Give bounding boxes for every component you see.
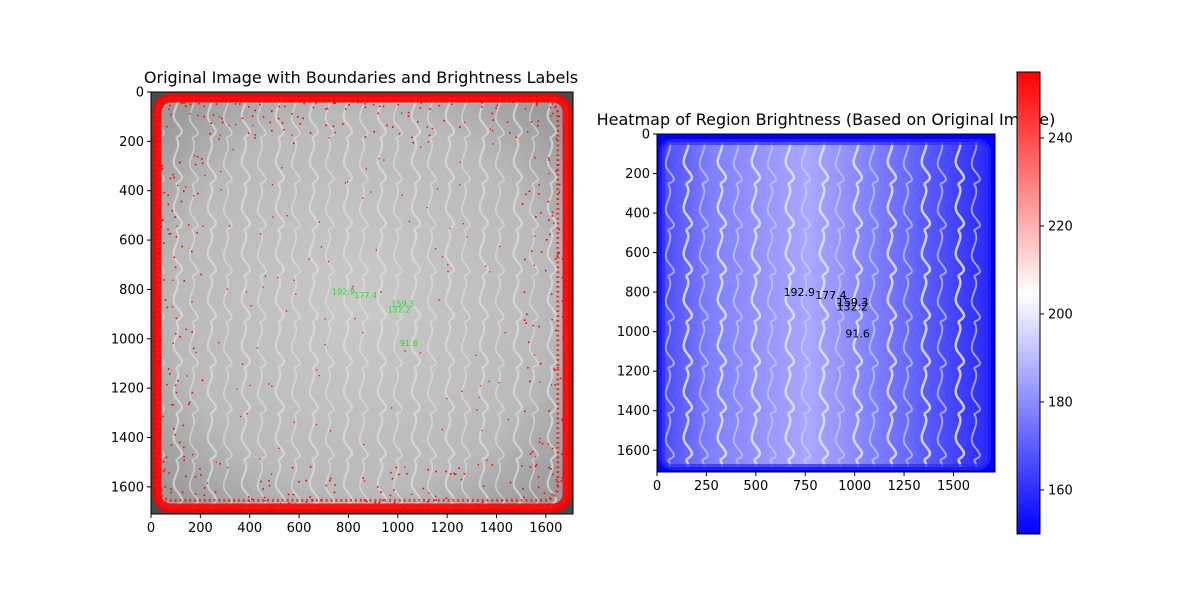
- colorbar: [1016, 71, 1041, 535]
- left-axes-frame: [150, 91, 574, 515]
- brightness-label: 132.2: [837, 301, 869, 314]
- y-tick-label: 200: [119, 135, 144, 150]
- right-heatmap-area: [657, 134, 995, 472]
- right-y-axis: 0 200 400 600 800 1000 1200 1400 1600: [617, 128, 657, 459]
- x-tick-label: 500: [743, 479, 768, 494]
- x-tick-label: 0: [653, 479, 661, 494]
- right-chart-title: Heatmap of Region Brightness (Based on O…: [597, 110, 1056, 129]
- colorbar-axis: 160 180 200 220 240: [1040, 132, 1073, 499]
- brightness-label: 159.3: [391, 300, 414, 309]
- brightness-label: 159.3: [837, 296, 869, 309]
- colorbar-tick-label: 220: [1048, 220, 1073, 235]
- y-tick-label: 1200: [111, 382, 144, 397]
- y-tick-label: 0: [642, 128, 650, 143]
- brightness-label: 177.4: [354, 291, 377, 300]
- x-tick-label: 200: [188, 521, 213, 536]
- y-tick-label: 1200: [617, 365, 650, 380]
- x-tick-label: 600: [287, 521, 312, 536]
- x-tick-label: 1500: [937, 479, 970, 494]
- x-tick-label: 750: [793, 479, 818, 494]
- x-tick-label: 1250: [888, 479, 921, 494]
- x-tick-label: 800: [336, 521, 361, 536]
- colorbar-tick-label: 160: [1048, 484, 1073, 499]
- x-tick-label: 400: [237, 521, 262, 536]
- left-chart-title: Original Image with Boundaries and Brigh…: [144, 68, 578, 87]
- y-tick-label: 800: [625, 286, 650, 301]
- x-tick-label: 0: [147, 521, 155, 536]
- y-tick-label: 600: [119, 234, 144, 249]
- y-tick-label: 1600: [111, 480, 144, 495]
- y-tick-label: 200: [625, 167, 650, 182]
- x-tick-label: 1000: [838, 479, 871, 494]
- colorbar-tick-label: 200: [1048, 308, 1073, 323]
- y-tick-label: 0: [136, 86, 144, 101]
- right-x-axis: 0 250 500 750 1000 1250 1500: [653, 472, 970, 494]
- x-tick-label: 250: [694, 479, 719, 494]
- brightness-label: 91.6: [845, 328, 870, 341]
- y-tick-label: 1400: [111, 431, 144, 446]
- brightness-label: 132.2: [388, 305, 411, 314]
- x-tick-label: 1400: [480, 521, 513, 536]
- y-tick-label: 400: [625, 207, 650, 222]
- brightness-label: 192.9: [332, 287, 355, 296]
- y-tick-label: 600: [625, 246, 650, 261]
- x-tick-label: 1200: [431, 521, 464, 536]
- colorbar-tick-label: 240: [1048, 132, 1073, 147]
- colorbar-tick-label: 180: [1048, 396, 1073, 411]
- brightness-label: 91.6: [400, 339, 418, 348]
- left-x-axis: 0 200 400 600 800 1000 1200 1400 1600: [147, 514, 562, 536]
- brightness-label: 192.9: [784, 286, 816, 299]
- y-tick-label: 1000: [617, 325, 650, 340]
- boundary-speckles: [156, 99, 568, 514]
- left-y-axis: 0 200 400 600 800 1000 1200 1400 1600: [111, 86, 151, 495]
- x-tick-label: 1600: [529, 521, 562, 536]
- y-tick-label: 1600: [617, 444, 650, 459]
- y-tick-label: 1400: [617, 404, 650, 419]
- x-tick-label: 1000: [381, 521, 414, 536]
- y-tick-label: 400: [119, 184, 144, 199]
- right-axes-frame: [656, 133, 996, 473]
- left-image-area: [151, 92, 573, 514]
- y-tick-label: 800: [119, 283, 144, 298]
- brightness-label: 177.4: [815, 289, 847, 302]
- y-tick-label: 1000: [111, 332, 144, 347]
